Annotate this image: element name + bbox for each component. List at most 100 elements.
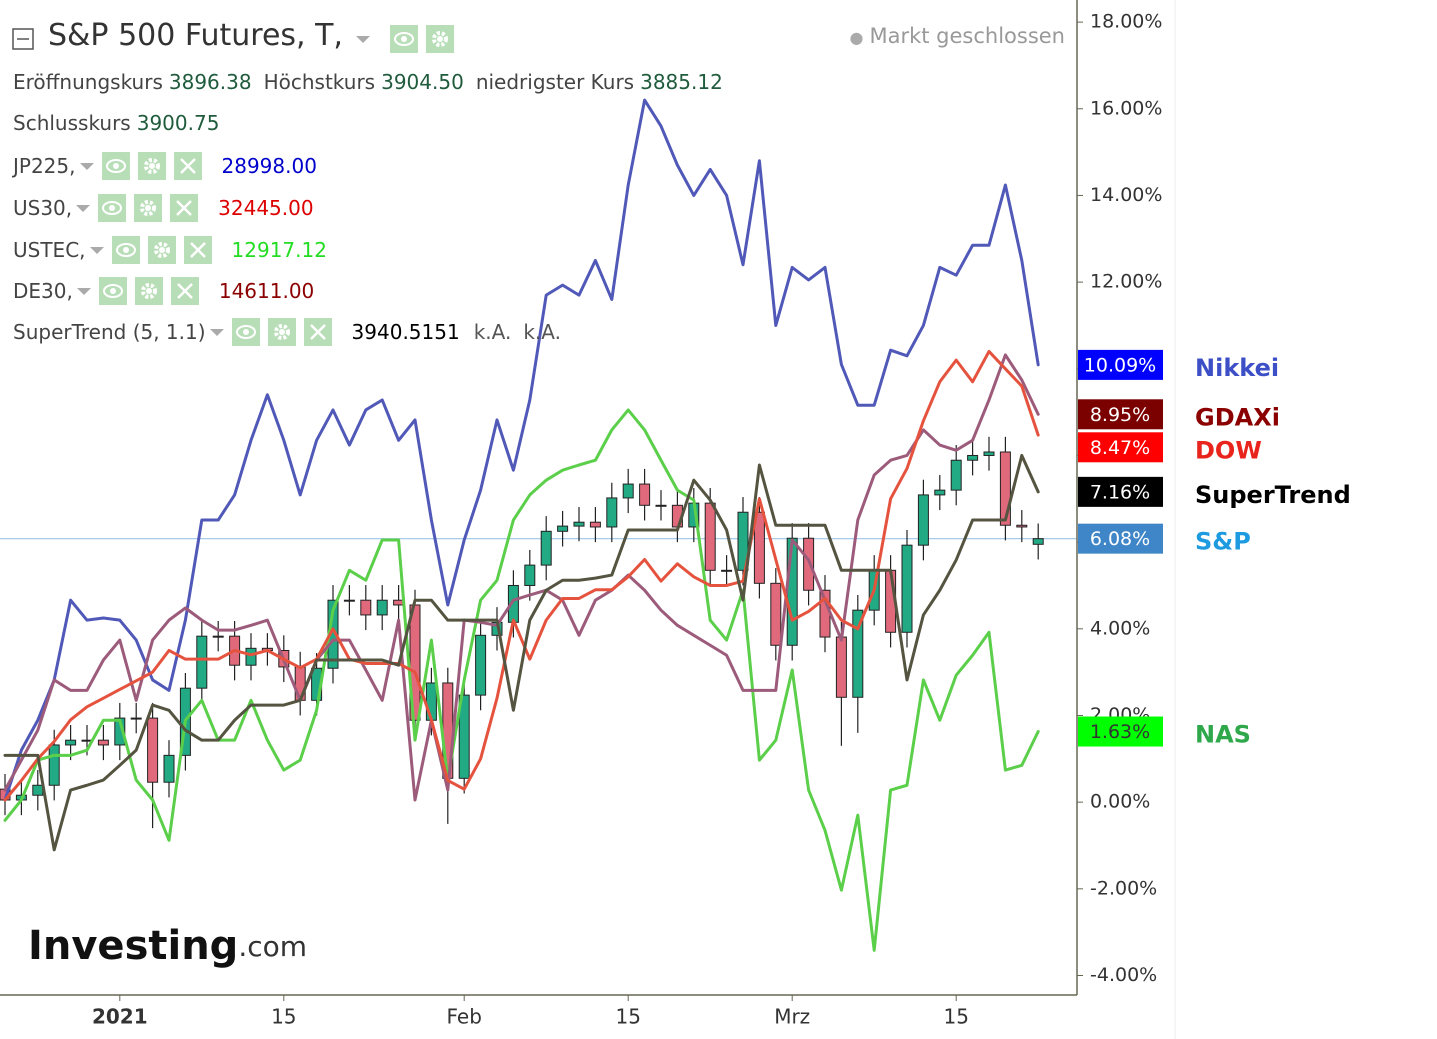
series-name: SuperTrend — [1195, 481, 1351, 509]
dropdown[interactable] — [209, 328, 224, 336]
dropdown[interactable] — [76, 204, 91, 212]
ohlc-label: Höchstkurs — [263, 70, 376, 94]
candle-body — [65, 739, 77, 746]
x-tick-label: Feb — [446, 1005, 481, 1029]
series-name: Nikkei — [1195, 354, 1279, 382]
x-tick-label: 2021 — [92, 1005, 148, 1029]
chart-title: S&P 500 Futures, T, — [48, 18, 343, 53]
dropdown[interactable] — [89, 246, 104, 254]
watermark-suffix: .com — [238, 930, 307, 963]
icon-gear[interactable] — [147, 236, 176, 264]
candle-body — [901, 544, 913, 633]
candle-body — [130, 717, 142, 720]
indicator-row: USTEC, 12917.12 — [13, 236, 341, 264]
dropdown[interactable] — [79, 162, 94, 170]
watermark: Investing.com — [28, 923, 307, 969]
candle-body — [606, 497, 618, 528]
icon-close[interactable] — [170, 194, 199, 222]
series-name: DOW — [1195, 436, 1262, 464]
plot-area — [0, 98, 1077, 952]
candle-body — [721, 569, 733, 572]
candle-body — [97, 739, 109, 746]
candle-body — [475, 634, 487, 696]
candle-body — [557, 525, 569, 532]
icon-gear[interactable] — [267, 318, 296, 346]
dropdown[interactable] — [356, 35, 370, 43]
value-badge-label: 6.08% — [1090, 528, 1150, 550]
ohlc-label: Schlusskurs — [13, 111, 131, 135]
indicator-name: USTEC, — [13, 238, 86, 262]
value-badge-label: 8.47% — [1090, 437, 1150, 459]
candle-body — [934, 489, 946, 496]
candle-body — [622, 483, 634, 499]
candle-body — [114, 717, 126, 746]
icon-gear[interactable] — [426, 25, 454, 53]
ohlc-row: Schlusskurs 3900.75 — [13, 111, 231, 135]
ohlc-value: 3896.38 — [168, 70, 252, 94]
y-tick-label: 0.00% — [1090, 791, 1150, 813]
market-status: ● Markt geschlossen — [849, 24, 1065, 48]
series-name: S&P — [1195, 528, 1251, 556]
icon-eye[interactable] — [98, 194, 127, 222]
y-tick-label: 4.00% — [1090, 617, 1150, 639]
value-badge — [1078, 399, 1163, 430]
indicator-name: DE30, — [13, 279, 73, 303]
y-tick-label: -2.00% — [1090, 877, 1157, 899]
icon-gear[interactable] — [137, 152, 166, 180]
icon-eye[interactable] — [390, 25, 418, 53]
candle-body — [770, 582, 782, 646]
candle-body — [1032, 538, 1044, 545]
candle-body — [343, 599, 355, 602]
icon-gear[interactable] — [134, 194, 163, 222]
icon-close[interactable] — [303, 318, 332, 346]
y-tick-label: -4.00% — [1090, 964, 1157, 986]
y-tick-label: 14.00% — [1090, 184, 1162, 206]
ohlc-item: Eröffnungskurs 3896.38 — [13, 70, 256, 94]
candle-body — [704, 502, 716, 571]
value-badge — [1078, 349, 1163, 380]
candle-body — [737, 511, 749, 571]
candle-body — [917, 494, 929, 546]
candle-body — [360, 599, 372, 616]
candle-body — [540, 530, 552, 566]
candle-body — [212, 635, 224, 638]
y-tick-label: 18.00% — [1090, 11, 1162, 33]
candle-body — [48, 744, 60, 786]
ohlc-value: 3885.12 — [640, 70, 723, 94]
collapse-button[interactable] — [12, 28, 34, 50]
indicator-extra: k.A. — [473, 320, 512, 344]
dropdown[interactable] — [76, 287, 91, 295]
indicator-name: US30, — [13, 196, 73, 220]
indicator-value: 32445.00 — [218, 196, 314, 220]
candle-body — [983, 451, 995, 456]
candle-body — [999, 451, 1011, 526]
icon-eye[interactable] — [231, 318, 260, 346]
legend-panel: S&P 500 Futures, T, ● Markt geschlossen E… — [0, 0, 1077, 360]
ohlc-value: 3900.75 — [136, 111, 220, 135]
icon-eye[interactable] — [111, 236, 140, 264]
candle-body — [639, 483, 651, 506]
icon-close[interactable] — [173, 152, 202, 180]
candle-body — [1016, 524, 1028, 528]
icon-eye[interactable] — [101, 152, 130, 180]
candle-body — [967, 454, 979, 461]
ohlc-item: niedrigster Kurs 3885.12 — [476, 70, 727, 94]
icon-close[interactable] — [170, 277, 199, 305]
candle-body — [835, 636, 847, 698]
icon-gear[interactable] — [134, 277, 163, 305]
candle-body — [803, 537, 815, 591]
value-badge-label: 8.95% — [1090, 404, 1150, 426]
series-name: GDAXi — [1195, 403, 1280, 431]
candle-body — [655, 504, 667, 507]
watermark-brand: Investing — [28, 923, 238, 969]
indicator-row: JP225, 28998.00 — [13, 152, 331, 180]
candle-body — [196, 635, 208, 689]
icon-eye[interactable] — [98, 277, 127, 305]
title-icons — [352, 25, 462, 53]
icon-close[interactable] — [183, 236, 212, 264]
series-name: NAS — [1195, 721, 1251, 749]
series-line — [3, 353, 1040, 802]
value-badge — [1078, 716, 1163, 747]
indicator-row: SuperTrend (5, 1.1) 3940.5151 k.A. k.A. — [13, 318, 573, 346]
